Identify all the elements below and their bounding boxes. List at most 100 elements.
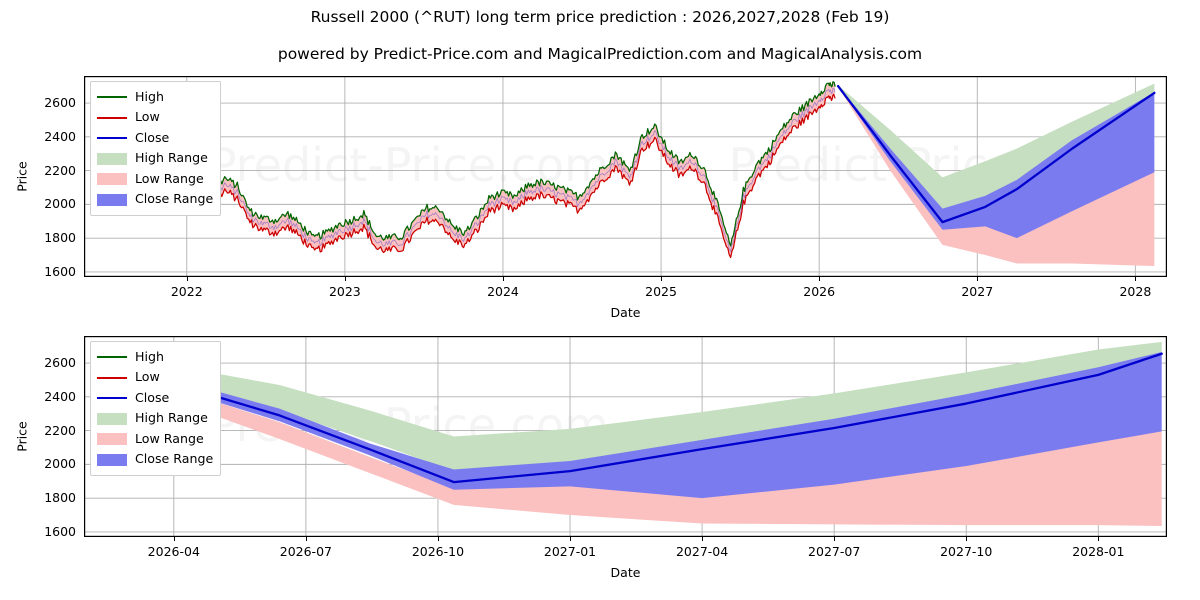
high-range-band [838,83,1155,212]
legend-item-low-range[interactable]: Low Range [97,429,213,450]
x-axis-tick-label: 2028-01 [1072,544,1125,559]
legend-item-low[interactable]: Low [97,108,213,129]
top-x-axis-label: Date [610,305,641,320]
legend-swatch [97,96,127,99]
x-axis-tick-mark [305,537,307,541]
legend-label: Low [135,369,160,385]
legend-marker-close-range-icon [97,453,127,467]
x-axis-tick-label: 2027-01 [543,544,597,559]
legend-label: High Range [135,150,208,166]
legend-label: Close Range [135,451,214,467]
y-axis-tick-label: 1600 [44,523,76,539]
close-range-band [105,345,1162,499]
top-chart-legend: High Low Close High Range Low Range Close Ran… [90,81,222,216]
x-axis-tick-mark [502,277,504,281]
x-axis-tick-label: 2026-10 [411,544,465,559]
x-axis-tick-mark [1098,537,1100,541]
legend-item-close[interactable]: Close [97,128,213,149]
x-axis-tick-mark [437,537,439,541]
legend-swatch [97,433,127,446]
x-axis-tick-mark [966,537,968,541]
page-subtitle: powered by Predict-Price.com and Magical… [277,45,923,63]
x-axis-tick-mark [173,537,175,541]
legend-item-high[interactable]: High [97,87,213,108]
legend-swatch [97,356,127,359]
legend-item-low-range[interactable]: Low Range [97,169,213,190]
x-axis-tick-label: 2027 [961,284,994,299]
bottom-x-axis-label: Date [610,565,641,580]
legend-marker-low-icon [97,111,127,125]
legend-item-high[interactable]: High [97,347,213,368]
x-axis-tick-mark [819,277,821,281]
legend-marker-low-icon [97,371,127,385]
x-axis-tick-label: 2023 [328,284,361,299]
legend-swatch [97,116,127,119]
y-axis-tick-label: 1600 [44,263,76,279]
close-range-band [838,85,1155,239]
legend-label: High [135,88,164,104]
y-axis-tick-label: 2200 [44,162,76,178]
legend-label: Low Range [135,170,204,186]
legend-label: Low [135,109,160,125]
x-axis-tick-label: 2026 [803,284,836,299]
legend-label: Close Range [135,191,214,207]
bottom-chart-legend: High Low Close High Range Low Range Close Ran… [90,341,222,476]
y-axis-tick-label: 2600 [44,355,76,371]
legend-label: Low Range [135,430,204,446]
x-axis-tick-label: 2026-04 [147,544,200,559]
y-axis-tick-label: 1800 [44,490,76,506]
legend-marker-high-icon [97,90,127,104]
y-axis-tick-label: 2600 [44,95,76,111]
legend-swatch [97,412,127,425]
low-range-band [838,86,1155,267]
x-axis-tick-mark [1135,277,1137,281]
x-axis-tick-mark [570,537,572,541]
forecast-close-line [837,84,1156,224]
y-axis-tick-label: 2200 [44,422,76,438]
high-range-band [105,341,1162,472]
legend-swatch [97,397,127,400]
legend-marker-high-icon [97,350,127,364]
x-axis-tick-label: 2025 [645,284,677,299]
x-axis-tick-label: 2024 [487,284,519,299]
legend-item-low[interactable]: Low [97,368,213,389]
y-axis-tick-label: 2000 [44,196,76,212]
plot-frame [84,336,1167,537]
legend-marker-high-range-icon [97,412,127,426]
legend-swatch [97,173,127,186]
legend-marker-high-range-icon [97,152,127,166]
legend-swatch [97,376,127,379]
y-axis-tick-label: 2000 [44,456,76,472]
y-axis-tick-label: 2400 [44,128,76,144]
y-axis-tick-label: 1800 [44,230,76,246]
x-axis-tick-mark [186,277,188,281]
x-axis-tick-mark [702,537,704,541]
legend-item-close[interactable]: Close [97,388,213,409]
legend-swatch [97,152,127,165]
legend-marker-close-icon [97,131,127,145]
page-title: Russell 2000 (^RUT) long term price pred… [310,8,890,26]
legend-label: Close [135,129,170,145]
legend-item-close-range[interactable]: Close Range [97,190,213,211]
legend-item-high-range[interactable]: High Range [97,149,213,170]
x-axis-tick-mark [344,277,346,281]
forecast-close-line [103,344,1163,484]
legend-marker-close-icon [97,391,127,405]
legend-swatch [97,137,127,140]
legend-label: Close [135,389,170,405]
x-axis-tick-mark [977,277,979,281]
legend-label: High Range [135,410,208,426]
legend-swatch [97,453,127,466]
low-range-band [105,346,1162,527]
x-axis-tick-mark [661,277,663,281]
x-axis-tick-label: 2027-10 [940,544,993,559]
legend-item-high-range[interactable]: High Range [97,409,213,430]
legend-item-close-range[interactable]: Close Range [97,450,213,471]
legend-marker-low-range-icon [97,432,127,446]
plot-frame [84,76,1167,277]
